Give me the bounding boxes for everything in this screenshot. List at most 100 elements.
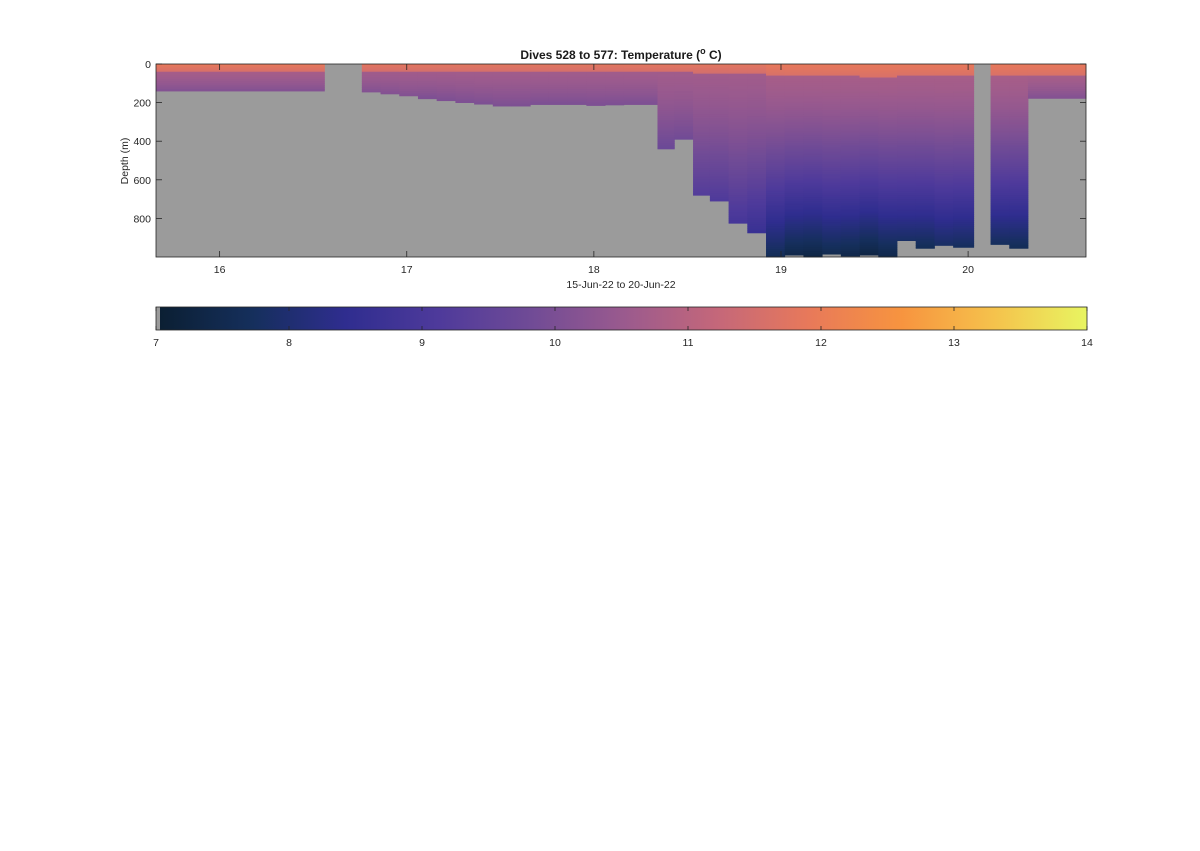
temperature-cell xyxy=(766,116,786,119)
temperature-cell xyxy=(380,89,400,92)
temperature-cell xyxy=(1027,85,1087,88)
temperature-cell xyxy=(859,202,879,206)
temperature-cell xyxy=(1009,229,1029,233)
temperature-cell xyxy=(784,96,804,100)
temperature-cell xyxy=(915,81,935,84)
temperature-cell xyxy=(859,71,879,75)
temperature-cell xyxy=(511,77,531,80)
temperature-cell xyxy=(766,164,786,167)
temperature-cell xyxy=(897,204,917,208)
temperature-cell xyxy=(840,102,860,105)
temperature-cell xyxy=(915,118,935,121)
temperature-cell xyxy=(953,112,975,115)
temperature-cell xyxy=(766,119,786,123)
temperature-cell xyxy=(784,253,804,256)
temperature-cell xyxy=(728,222,748,224)
temperature-cell xyxy=(990,118,1010,121)
temperature-cell xyxy=(548,75,569,78)
temperature-cell xyxy=(693,172,711,175)
temperature-cell xyxy=(766,146,786,150)
temperature-cell xyxy=(953,201,975,204)
temperature-cell xyxy=(803,125,823,129)
temperature-cell xyxy=(693,125,711,129)
temperature-cell xyxy=(859,100,879,103)
temperature-cell xyxy=(709,73,729,76)
temperature-cell xyxy=(436,87,456,90)
temperature-cell xyxy=(728,220,748,223)
temperature-cell xyxy=(840,100,860,103)
temperature-cell xyxy=(934,129,954,132)
temperature-cell xyxy=(897,85,917,88)
temperature-cell xyxy=(657,129,675,132)
temperature-cell xyxy=(897,150,917,154)
temperature-cell xyxy=(859,172,879,175)
temperature-cell xyxy=(492,100,512,103)
temperature-cell xyxy=(822,249,842,252)
temperature-cell xyxy=(747,218,767,221)
temperature-cell xyxy=(840,177,860,181)
temperature-cell xyxy=(1009,158,1029,161)
temperature-cell xyxy=(1009,108,1029,111)
colorbar-tick-label: 10 xyxy=(549,337,561,349)
temperature-cell xyxy=(784,114,804,117)
colorbar-tick-label: 12 xyxy=(815,337,827,349)
temperature-cell xyxy=(953,69,975,73)
temperature-cell xyxy=(728,162,748,165)
temperature-cell xyxy=(361,73,381,76)
temperature-cell xyxy=(1009,208,1029,212)
temperature-cell xyxy=(878,193,898,196)
temperature-cell xyxy=(878,118,898,121)
temperature-cell xyxy=(586,104,606,106)
temperature-cell xyxy=(990,183,1010,186)
temperature-cell xyxy=(567,100,587,103)
temperature-cell xyxy=(728,67,748,71)
temperature-cell xyxy=(953,170,975,173)
temperature-cell xyxy=(1027,64,1087,67)
temperature-cell xyxy=(1009,197,1029,200)
temperature-cell xyxy=(915,228,935,231)
temperature-cell xyxy=(766,199,786,202)
temperature-cell xyxy=(859,143,879,146)
temperature-cell xyxy=(1009,129,1029,132)
temperature-cell xyxy=(1009,216,1029,219)
temperature-cell xyxy=(747,112,767,115)
temperature-cell xyxy=(859,164,879,167)
temperature-cell xyxy=(934,146,954,150)
temperature-cell xyxy=(840,92,860,96)
temperature-cell xyxy=(934,92,954,96)
temperature-cell xyxy=(747,77,767,80)
temperature-cell xyxy=(840,233,860,237)
temperature-cell xyxy=(766,108,786,111)
temperature-cell xyxy=(953,71,975,75)
temperature-cell xyxy=(840,127,860,131)
temperature-cell xyxy=(586,75,606,78)
temperature-cell xyxy=(784,91,804,94)
temperature-cell xyxy=(728,199,748,202)
temperature-cell xyxy=(766,245,786,248)
temperature-cell xyxy=(605,104,625,106)
temperature-cell xyxy=(766,166,786,169)
temperature-cell xyxy=(605,100,625,103)
temperature-cell xyxy=(840,166,860,169)
temperature-cell xyxy=(766,96,786,100)
temperature-cell xyxy=(709,116,729,119)
temperature-cell xyxy=(784,133,804,136)
temperature-cell xyxy=(436,64,456,67)
temperature-cell xyxy=(674,106,694,109)
temperature-cell xyxy=(915,112,935,115)
temperature-cell xyxy=(784,125,804,129)
temperature-cell xyxy=(784,162,804,165)
temperature-cell xyxy=(803,119,823,123)
temperature-cell xyxy=(803,251,823,254)
temperature-cell xyxy=(990,123,1010,127)
temperature-cell xyxy=(878,102,898,105)
temperature-cell xyxy=(990,170,1010,173)
temperature-cell xyxy=(897,158,917,161)
temperature-cell xyxy=(784,69,804,73)
temperature-cell xyxy=(511,87,531,90)
temperature-cell xyxy=(878,204,898,208)
temperature-cell xyxy=(934,212,954,215)
temperature-cell xyxy=(897,146,917,150)
temperature-cell xyxy=(822,204,842,208)
temperature-cell xyxy=(859,243,879,246)
